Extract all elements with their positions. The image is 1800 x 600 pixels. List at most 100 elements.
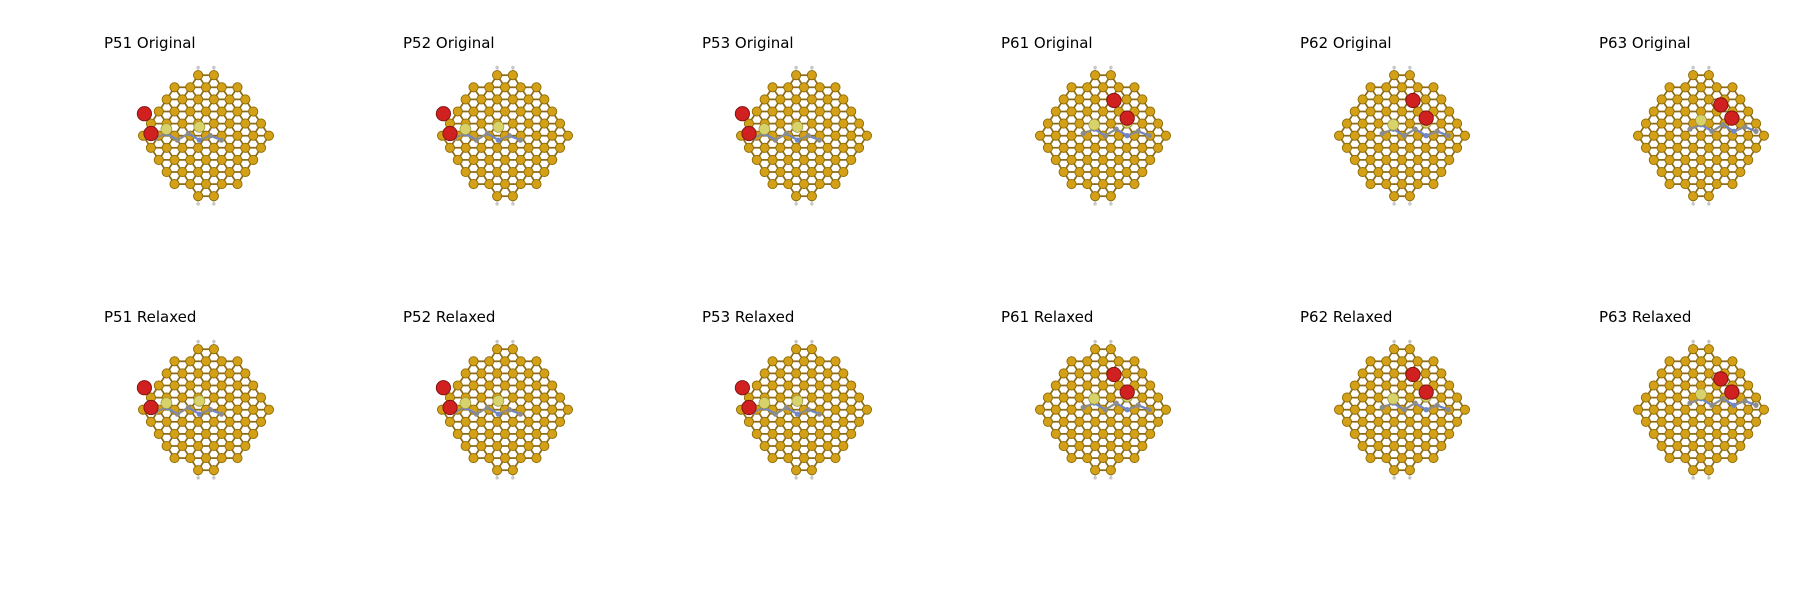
substrate-atom [830, 106, 841, 117]
substrate-atom [177, 166, 188, 178]
substrate-atom [507, 70, 518, 81]
substrate-atom [468, 453, 479, 464]
substrate-atom [830, 428, 841, 439]
molecule-atom [185, 404, 192, 411]
substrate-atom [1097, 356, 1109, 367]
substrate-atom [1381, 428, 1392, 439]
molecule-atom [1434, 128, 1440, 134]
molecule-atom [1102, 407, 1108, 413]
substrate-atom [1428, 428, 1439, 439]
substrate-atom [531, 82, 542, 93]
substrate-atom [248, 380, 259, 391]
structure-panel: P53 Original [694, 34, 954, 254]
substrate-atom [1105, 118, 1116, 129]
molecule-atom [816, 137, 823, 143]
substrate-atom [1428, 453, 1439, 464]
substrate-atom [759, 166, 770, 178]
substrate-atom [193, 440, 204, 452]
adsorbed-molecule [1379, 366, 1451, 413]
sulfur-atom [459, 397, 472, 409]
substrate-atom [1113, 82, 1124, 93]
molecule-atom [783, 404, 790, 411]
substrate-atom [515, 106, 526, 117]
substrate-atom [1436, 94, 1447, 105]
substrate-atom [775, 94, 786, 105]
edge-hydrogen [1109, 202, 1113, 206]
substrate-atom [1695, 82, 1707, 93]
substrate-atom [1680, 404, 1691, 415]
substrate-atom [1404, 392, 1415, 403]
sulfur-atom [758, 123, 771, 135]
substrate-atom [1074, 416, 1085, 427]
substrate-atom [547, 130, 558, 141]
molecule-atom [174, 137, 181, 143]
substrate-atom [1058, 392, 1069, 403]
substrate-atom [1743, 106, 1754, 117]
substrate-atom [1404, 142, 1415, 153]
molecule-atom [1445, 133, 1451, 139]
substrate-atom [1640, 118, 1652, 129]
substrate-atom [1090, 70, 1101, 81]
substrate-atom [200, 380, 212, 391]
molecule-atom [495, 411, 502, 417]
substrate-atom [1074, 94, 1085, 105]
edge-hydrogen [1392, 476, 1396, 480]
substrate-atom [1703, 368, 1714, 379]
substrate-atom [507, 166, 518, 178]
substrate-atom [1152, 392, 1164, 403]
molecular-structure-image [1334, 339, 1470, 480]
substrate-atom [232, 130, 243, 141]
substrate-atom [200, 179, 212, 190]
substrate-atom [492, 465, 503, 476]
substrate-atom [830, 380, 841, 391]
panel-title: P63 Original [1599, 34, 1691, 52]
substrate-atom [1436, 142, 1447, 153]
substrate-atom [1365, 154, 1376, 165]
substrate-atom [1365, 380, 1376, 391]
molecule-atom [218, 137, 225, 143]
sulfur-atom [492, 121, 505, 133]
substrate-atom [759, 368, 770, 379]
oxygen-atom [1418, 384, 1434, 400]
substrate-atom [1703, 166, 1714, 178]
substrate-atom [492, 191, 503, 202]
substrate-atom [523, 94, 534, 105]
edge-hydrogen [1691, 339, 1695, 344]
substrate-atom [193, 416, 204, 427]
edge-hydrogen [212, 476, 216, 480]
substrate-atom [460, 94, 471, 105]
substrate-atom [1404, 465, 1415, 476]
substrate-lattice [138, 339, 274, 480]
substrate-atom [751, 428, 762, 439]
substrate-atom [161, 440, 172, 452]
substrate-atom [767, 179, 778, 190]
substrate-atom [791, 440, 802, 452]
substrate-atom [861, 130, 872, 141]
substrate-atom [783, 380, 794, 391]
substrate-atom [1664, 130, 1675, 141]
substrate-atom [1082, 82, 1093, 93]
substrate-atom [1050, 154, 1061, 165]
substrate-atom [1097, 453, 1109, 464]
substrate-atom [1664, 356, 1675, 367]
substrate-atom [263, 130, 274, 141]
substrate-atom [562, 404, 573, 415]
substrate-atom [814, 179, 825, 190]
sulfur-atom [791, 395, 804, 407]
substrate-atom [208, 191, 219, 202]
substrate-atom [185, 154, 196, 165]
substrate-atom [1137, 142, 1148, 153]
substrate-lattice [736, 339, 872, 480]
substrate-atom [1357, 368, 1368, 379]
substrate-lattice [1633, 65, 1769, 206]
substrate-atom [1664, 380, 1675, 391]
substrate-atom [547, 404, 558, 415]
substrate-atom [1436, 440, 1447, 452]
substrate-atom [1735, 416, 1746, 427]
edge-hydrogen [1392, 202, 1396, 206]
substrate-atom [1389, 142, 1400, 153]
substrate-atom [1420, 142, 1431, 153]
substrate-atom [468, 179, 479, 190]
substrate-atom [232, 179, 243, 190]
substrate-atom [1090, 191, 1101, 202]
